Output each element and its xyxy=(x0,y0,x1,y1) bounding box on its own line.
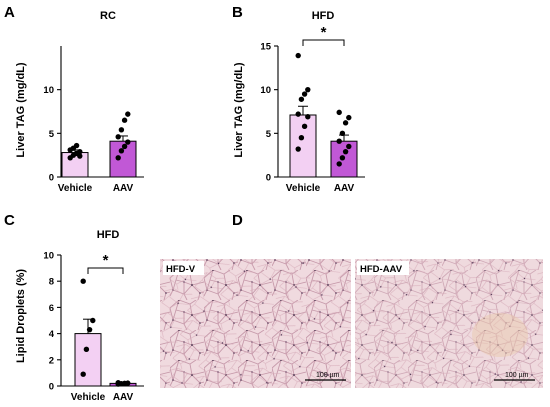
y-axis-label-c: Lipid Droplets (%) xyxy=(15,269,27,363)
y-tick-label-b: 15 xyxy=(260,42,271,53)
data-point-b-vehicle xyxy=(295,111,301,117)
data-point-b-vehicle xyxy=(301,91,308,97)
data-point-a-vehicle xyxy=(73,142,80,149)
y-tick-label-b: 10 xyxy=(260,85,271,96)
y-tick-label-a: 10 xyxy=(43,85,54,96)
data-point-a-aav xyxy=(121,117,128,123)
data-point-b-vehicle xyxy=(298,135,305,141)
micrograph-hfd-v-label-bg xyxy=(163,261,204,275)
chart-a-liver-tag-rc: 0 5 10 Liver TAG (mg/dL) Vehicle AAV xyxy=(15,46,144,194)
y-tick-label-a: 5 xyxy=(49,129,55,140)
panel-a-title: RC xyxy=(100,10,116,22)
data-point-c-aav xyxy=(125,380,131,386)
micrograph-hfd-aav: HFD-AAV 100 µm xyxy=(355,259,543,388)
data-point-a-vehicle xyxy=(77,153,83,159)
y-tick-label-a: 0 xyxy=(49,173,54,184)
significance-bracket-c xyxy=(87,267,124,274)
data-point-a-vehicle xyxy=(77,148,83,155)
data-point-b-vehicle xyxy=(305,114,311,120)
significance-star-c: * xyxy=(103,252,109,269)
bar-c-vehicle xyxy=(74,333,102,387)
y-tick-label-c: 0 xyxy=(49,382,54,393)
micrograph-hfd-v: HFD-V 100 µm xyxy=(160,259,351,388)
x-tick-label-c-aav: AAV xyxy=(113,392,134,403)
data-point-a-aav xyxy=(118,148,125,154)
scale-bar-hfd-aav-text: 100 µm xyxy=(505,372,529,379)
data-point-a-aav xyxy=(125,111,131,117)
data-point-c-vehicle xyxy=(86,326,93,333)
data-point-c-vehicle xyxy=(83,346,90,353)
significance-star-b: * xyxy=(321,24,327,41)
data-point-c-aav xyxy=(115,380,121,386)
data-point-b-aav xyxy=(346,143,352,150)
panel-letter-c: C xyxy=(4,212,15,229)
data-point-b-vehicle xyxy=(295,52,301,59)
bar-a-aav xyxy=(109,140,137,178)
panel-letter-d: D xyxy=(232,212,243,229)
data-point-b-aav xyxy=(336,161,342,167)
x-tick-label-b-vehicle: Vehicle xyxy=(286,183,321,194)
panel-letter-b: B xyxy=(232,4,243,21)
data-point-b-vehicle xyxy=(301,123,308,130)
data-point-a-aav xyxy=(118,127,125,133)
y-axis-label-b: Liver TAG (mg/dL) xyxy=(233,62,245,157)
data-point-b-aav xyxy=(336,138,342,144)
y-tick-label-c: 6 xyxy=(49,303,54,314)
data-point-a-aav xyxy=(121,143,128,150)
y-tick-label-c: 8 xyxy=(49,277,54,288)
panel-c-title: HFD xyxy=(97,229,120,241)
y-tick-label-b: 5 xyxy=(266,129,272,140)
y-tick-label-c: 2 xyxy=(49,355,54,366)
chart-c-lipid-droplets: 0 2 4 6 8 10 Lipid Droplets (%) Vehicle AAV * xyxy=(15,251,144,403)
data-point-b-aav xyxy=(342,148,349,155)
y-tick-label-b: 0 xyxy=(266,173,271,184)
x-tick-label-b-aav: AAV xyxy=(334,183,355,194)
scale-bar-hfd-v-text: 100 µm xyxy=(316,372,340,379)
significance-bracket-b xyxy=(302,39,345,46)
data-point-c-vehicle xyxy=(90,317,96,324)
chart-b-liver-tag-hfd: 0 5 10 15 Liver TAG (mg/dL) Vehicle AAV * xyxy=(233,24,365,194)
data-point-b-aav xyxy=(342,120,349,126)
data-point-b-vehicle xyxy=(298,96,305,102)
x-tick-label-a-aav: AAV xyxy=(113,183,134,194)
data-point-c-vehicle xyxy=(80,278,86,284)
y-tick-label-c: 4 xyxy=(49,329,55,340)
data-point-b-aav xyxy=(346,114,352,121)
data-point-b-aav xyxy=(336,109,342,116)
micrograph-hfd-aav-label: HFD-AAV xyxy=(360,264,403,275)
data-point-c-vehicle xyxy=(80,371,86,377)
x-tick-label-c-vehicle: Vehicle xyxy=(71,392,106,403)
y-tick-label-c: 10 xyxy=(43,251,54,262)
data-point-b-aav xyxy=(339,155,346,161)
micrograph-hfd-v-label: HFD-V xyxy=(166,264,196,275)
y-axis-label-a: Liver TAG (mg/dL) xyxy=(15,62,27,157)
data-point-a-aav xyxy=(125,139,131,145)
data-point-b-vehicle xyxy=(295,146,301,152)
data-point-a-aav xyxy=(115,155,121,161)
data-point-b-vehicle xyxy=(305,86,311,93)
panel-b-title: HFD xyxy=(312,10,335,22)
micrograph-hfd-aav-label-bg xyxy=(357,261,409,275)
panel-letter-a: A xyxy=(4,4,15,21)
data-point-b-aav xyxy=(339,130,346,137)
x-tick-label-a-vehicle: Vehicle xyxy=(58,183,93,194)
data-point-a-aav xyxy=(115,134,121,140)
